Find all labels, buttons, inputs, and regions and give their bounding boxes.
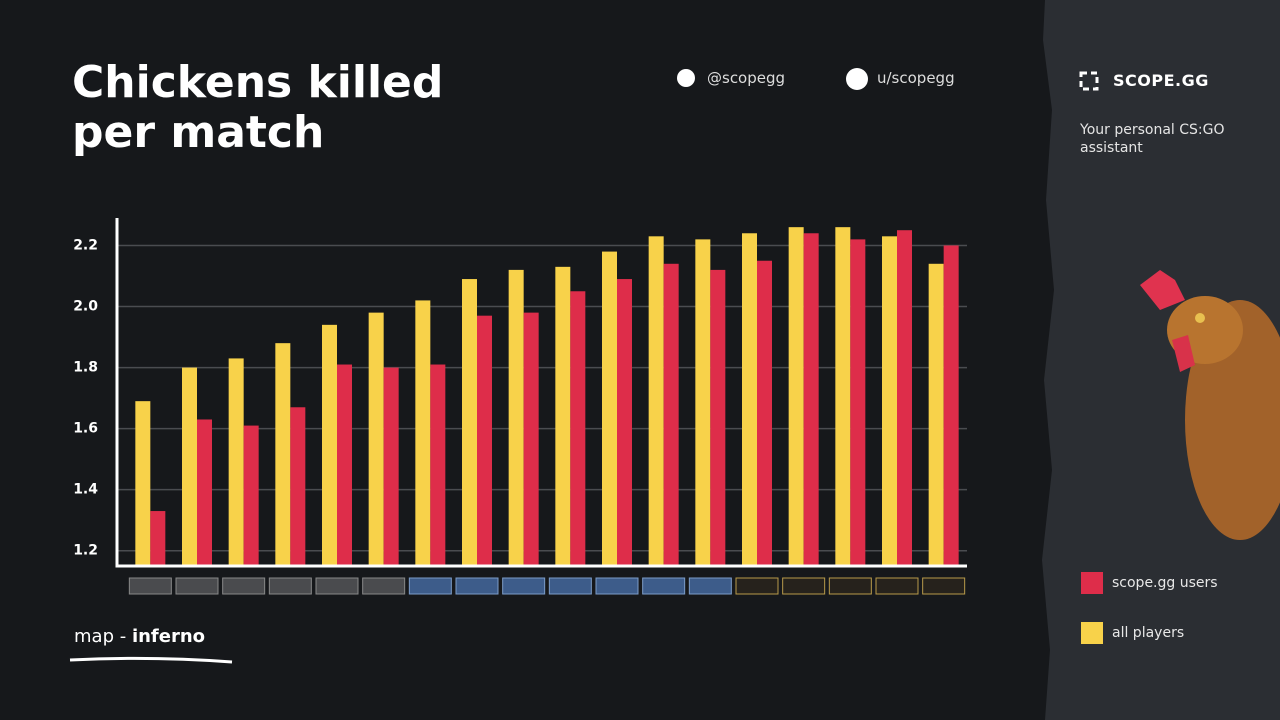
side-panel	[1042, 0, 1280, 720]
chart-title: Chickens killed per match	[72, 57, 444, 158]
map-label: map - inferno	[74, 626, 205, 647]
bar	[383, 367, 399, 566]
y-tick-label: 1.6	[73, 421, 98, 437]
bar	[197, 419, 212, 566]
bar	[290, 407, 306, 566]
bar	[523, 312, 539, 566]
rank-icon	[828, 577, 872, 595]
legend-swatch	[1081, 622, 1103, 644]
bar	[135, 401, 151, 566]
rank-icon	[362, 577, 406, 595]
bar	[617, 279, 632, 566]
bar	[150, 511, 166, 566]
rank-icon	[455, 577, 499, 595]
bar	[430, 364, 446, 566]
map-prefix: map -	[74, 626, 132, 647]
bar	[943, 245, 959, 566]
rank-icon	[128, 577, 172, 595]
reddit-icon	[846, 68, 868, 90]
bar	[928, 263, 944, 566]
bar	[462, 279, 477, 566]
bar	[275, 343, 291, 566]
underline	[69, 656, 233, 664]
bar	[742, 233, 757, 566]
brand-logo	[1079, 71, 1099, 91]
bar	[228, 358, 244, 566]
bar	[243, 425, 259, 566]
chicken	[1140, 270, 1280, 540]
bar	[663, 263, 679, 566]
bar	[555, 266, 571, 566]
bar	[337, 364, 352, 566]
legend-swatch	[1081, 572, 1103, 594]
bar	[788, 227, 804, 566]
rank-icon	[642, 577, 686, 595]
rank-icon	[688, 577, 732, 595]
bar	[710, 269, 726, 566]
bar	[757, 260, 772, 566]
bar	[835, 227, 851, 566]
bar	[648, 236, 664, 566]
y-tick-label: 2.0	[73, 299, 98, 315]
rank-icon	[735, 577, 779, 595]
rank-icon	[175, 577, 219, 595]
rank-icon	[922, 577, 966, 595]
rank-icon	[315, 577, 359, 595]
twitter-icon	[677, 69, 695, 87]
y-tick-label: 1.8	[73, 360, 98, 376]
map-name: inferno	[131, 626, 206, 647]
y-tick-label: 2.2	[73, 237, 98, 253]
rank-icon	[548, 577, 592, 595]
rank-icon	[222, 577, 266, 595]
bar	[570, 291, 586, 566]
legend-label: all players	[1112, 625, 1184, 641]
twitter-handle[interactable]: @scopegg	[707, 69, 786, 87]
bar	[897, 230, 912, 567]
rank-icon	[875, 577, 919, 595]
reddit-handle[interactable]: u/scopegg	[877, 69, 955, 87]
y-tick-label: 1.4	[73, 482, 98, 498]
bar	[695, 239, 711, 567]
bar	[322, 324, 337, 566]
bar	[850, 239, 866, 567]
bar	[602, 251, 617, 566]
rank-icon	[595, 577, 639, 595]
bar	[882, 236, 897, 566]
y-tick-label: 1.2	[73, 543, 98, 559]
bar	[182, 367, 197, 566]
rank-icon	[782, 577, 826, 595]
bar	[508, 269, 524, 566]
brand-tagline: Your personal CS:GO assistant	[1080, 122, 1225, 156]
bar	[803, 233, 819, 566]
bar	[415, 300, 431, 566]
bar	[368, 312, 384, 566]
bar	[477, 315, 492, 566]
rank-icon	[408, 577, 452, 595]
legend-label: scope.gg users	[1112, 575, 1218, 591]
rank-icon	[502, 577, 546, 595]
rank-icon	[268, 577, 312, 595]
brand-name: SCOPE.GG	[1113, 71, 1209, 90]
